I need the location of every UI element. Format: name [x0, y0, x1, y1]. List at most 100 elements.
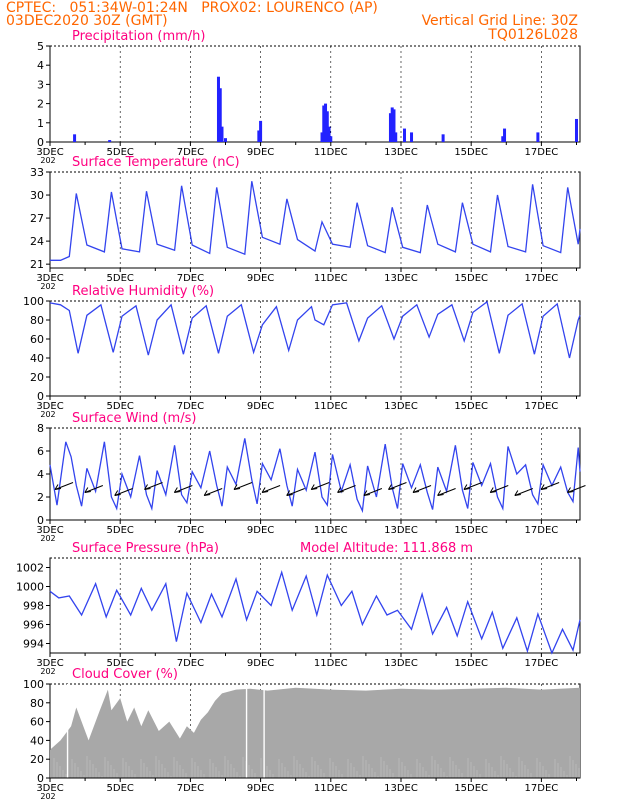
y-tick-label: 60 [30, 333, 44, 346]
plot-frame [49, 171, 581, 269]
panel-2: 3DEC 5DEC 7DEC 9DEC 11DEC 13DEC 15DEC 17DEC 202 2… [30, 155, 581, 291]
x-tick-label: 7DEC [177, 783, 204, 794]
x-tick-label: 9DEC [247, 658, 274, 669]
wind-arrow-head [261, 487, 269, 493]
wind-arrow [388, 482, 407, 490]
wind-arrow [84, 485, 104, 493]
precip-bar [73, 134, 77, 142]
x-tick-label: 7DEC [177, 147, 204, 158]
precip-bar [388, 113, 392, 142]
y-tick-label: 2 [37, 491, 44, 504]
precip-bar [108, 140, 112, 142]
wind-arrow [114, 488, 133, 496]
precip-bar [220, 126, 224, 142]
wind-arrow-head [84, 487, 91, 493]
x-tick-label: 9DEC [247, 525, 274, 536]
x-tick-label: 5DEC [107, 401, 134, 412]
wind-arrow-head [363, 490, 370, 496]
precip-bar [394, 132, 398, 142]
x-tick-label: 17DEC [525, 273, 559, 284]
precip-bar [218, 88, 222, 142]
wind-arrow [412, 485, 432, 493]
x-tick-label: 7DEC [177, 273, 204, 284]
y-tick-label: 21 [30, 258, 44, 271]
y-tick-label: 80 [30, 697, 44, 710]
wind-arrow-head [463, 484, 471, 490]
panel-title: Precipitation (mm/h) [72, 29, 205, 44]
x-tick-label: 13DEC [384, 658, 418, 669]
precip-bar [410, 132, 414, 142]
wind-arrow-head [114, 490, 121, 496]
y-tick-label: 0 [37, 514, 44, 527]
x-tick-label: 3DEC [36, 525, 63, 536]
y-tick-label: 3 [37, 78, 44, 91]
y-tick-label: 1000 [16, 581, 44, 594]
wind-arrow [363, 488, 383, 496]
wind-arrow [540, 482, 560, 490]
header-location: CPTEC: 051:34W-01:24N PROX02: LOURENCO (… [6, 0, 378, 16]
x-tick-label: 3DEC [36, 401, 63, 412]
precip-bar [223, 138, 227, 142]
precip-bar [257, 130, 261, 142]
x-tick-label: 9DEC [247, 147, 274, 158]
x-tick-label: 3DEC [36, 147, 63, 158]
panel-4: 3DEC 5DEC 7DEC 9DEC 11DEC 13DEC 15DEC 17DEC2020… [36, 411, 586, 543]
x-tick-label: 13DEC [384, 525, 418, 536]
x-year-label: 202 [40, 534, 55, 543]
wind-arrow [144, 482, 163, 490]
precip-bar [403, 128, 407, 142]
panel-3: 3DEC 5DEC 7DEC 9DEC 11DEC 13DEC 15DEC 17DEC2020… [23, 284, 581, 419]
y-tick-label: 2 [37, 98, 44, 111]
y-tick-label: 30 [30, 189, 44, 202]
wind-arrow-head [437, 490, 444, 496]
panel-annotation: Model Altitude: 111.868 m [300, 541, 473, 556]
header-date: 03DEC2020 30Z (GMT) [6, 13, 168, 29]
y-tick-label: 0 [37, 390, 44, 403]
wind-arrow-head [286, 490, 293, 496]
y-tick-label: 8 [37, 422, 44, 435]
y-tick-label: 24 [30, 235, 44, 248]
x-tick-label: 17DEC [525, 783, 559, 794]
y-tick-label: 0 [37, 772, 44, 785]
wind-arrow [174, 485, 193, 493]
y-tick-label: 20 [30, 371, 44, 384]
panel-1: 3DEC 5DEC 7DEC 9DEC 11DEC 13DEC 15DEC 17DEC2020… [36, 29, 581, 165]
panel-5: 3DEC 5DEC 7DEC 9DEC 11DEC 13DEC 15DEC 17DEC 202 9… [16, 541, 581, 676]
x-tick-label: 9DEC [247, 401, 274, 412]
series-line [49, 438, 581, 514]
precip-bar [503, 128, 507, 142]
panel-title: Relative Humidity (%) [72, 284, 214, 299]
precip-bar [325, 111, 329, 142]
x-tick-label: 15DEC [454, 525, 488, 536]
y-tick-label: 60 [30, 716, 44, 729]
x-tick-label: 5DEC [107, 658, 134, 669]
precip-bar [259, 120, 263, 142]
x-tick-label: 11DEC [314, 783, 348, 794]
wind-arrow-head [412, 487, 420, 493]
wind-arrow [54, 482, 74, 490]
series-line [49, 300, 581, 359]
x-tick-label: 15DEC [454, 658, 488, 669]
x-tick-label: 17DEC [525, 147, 559, 158]
wind-arrow [261, 485, 281, 493]
x-tick-label: 11DEC [314, 658, 348, 669]
wind-arrow-head [489, 487, 497, 493]
wind-arrow [567, 485, 586, 493]
wind-arrow-head [514, 490, 521, 496]
wind-arrow-head [54, 484, 62, 490]
precip-bar [536, 132, 540, 142]
x-tick-label: 11DEC [314, 401, 348, 412]
x-tick-label: 9DEC [247, 273, 274, 284]
precip-bar [329, 136, 333, 142]
y-tick-label: 100 [23, 295, 44, 308]
x-tick-label: 15DEC [454, 147, 488, 158]
y-tick-label: 27 [30, 212, 44, 225]
wind-arrow-head [173, 487, 181, 493]
precip-bar [322, 105, 326, 142]
y-tick-label: 33 [30, 166, 44, 179]
x-tick-label: 3DEC [36, 658, 63, 669]
x-tick-label: 3DEC [36, 783, 63, 794]
x-year-label: 202 [40, 667, 55, 676]
precip-bar [216, 76, 220, 142]
x-year-label: 202 [40, 792, 55, 800]
